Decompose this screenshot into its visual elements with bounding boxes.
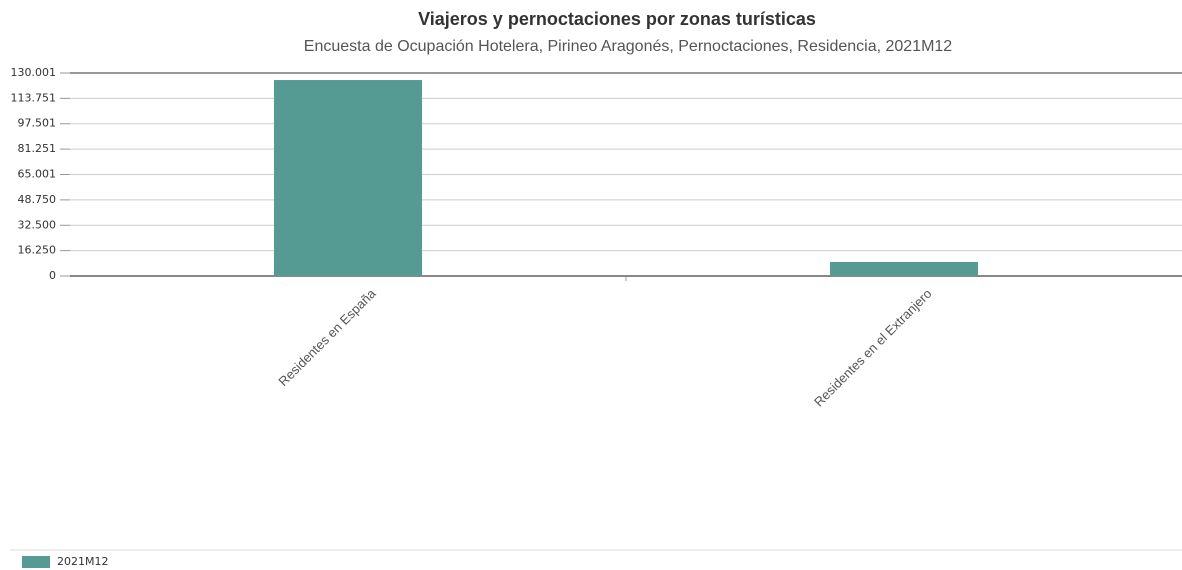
y-tick-label: 16.250 — [18, 244, 57, 257]
legend-label: 2021M12 — [57, 555, 108, 568]
x-tick-label: Residentes en España — [275, 285, 379, 389]
chart-title: Viajeros y pernoctaciones por zonas turí… — [418, 9, 816, 29]
y-tick-label: 97.501 — [18, 117, 57, 130]
y-tick-label: 32.500 — [18, 218, 57, 231]
x-tick-label: Residentes en el Extranjero — [811, 286, 935, 410]
bar — [274, 80, 422, 276]
y-tick-label: 65.001 — [18, 167, 57, 180]
y-tick-label: 81.251 — [18, 142, 57, 155]
y-tick-label: 130.001 — [11, 66, 57, 79]
bar — [830, 261, 978, 276]
y-tick-label: 113.751 — [11, 91, 57, 104]
chart-subtitle: Encuesta de Ocupación Hotelera, Pirineo … — [304, 38, 953, 55]
y-tick-label: 48.750 — [18, 193, 57, 206]
legend-swatch — [22, 556, 50, 568]
y-tick-label: 0 — [49, 269, 56, 282]
